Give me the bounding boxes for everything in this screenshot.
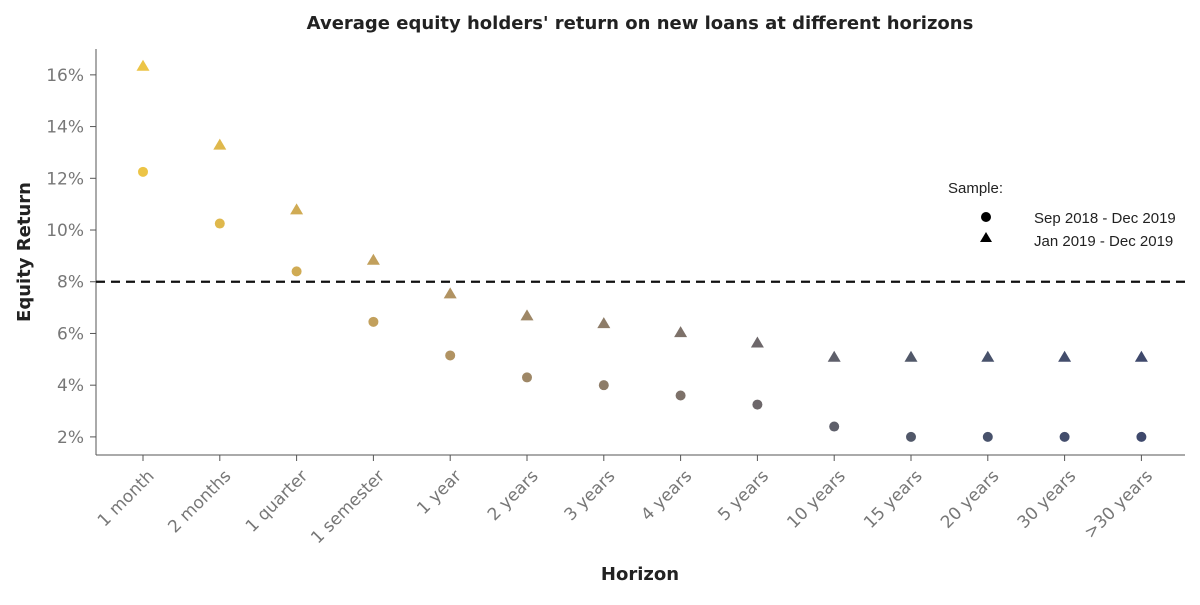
data-point-triangle	[597, 317, 611, 329]
data-point-triangle	[290, 203, 304, 215]
y-tick-label: 8%	[57, 273, 84, 293]
x-tick-label: 5 years	[714, 466, 773, 525]
y-tick-label: 2%	[57, 428, 84, 448]
x-tick-label: 3 years	[561, 466, 620, 525]
data-point-circle	[522, 372, 532, 383]
data-point-triangle	[136, 59, 150, 71]
data-point-triangle	[981, 350, 995, 362]
y-tick-label: 14%	[46, 118, 84, 138]
data-point-circle	[598, 380, 609, 391]
data-point-triangle	[750, 336, 764, 348]
data-point-triangle	[520, 309, 534, 321]
data-point-triangle	[443, 287, 457, 299]
x-tick-label: 4 years	[637, 466, 696, 525]
x-tick-label: 20 years	[937, 466, 1003, 532]
y-tick-label: 4%	[57, 376, 84, 396]
y-axis-title: Equity Return	[14, 182, 35, 322]
x-tick-label: 1 year	[413, 466, 465, 518]
x-axis-title: Horizon	[601, 564, 679, 585]
x-tick-label: 1 quarter	[242, 466, 312, 536]
data-point-circle	[675, 390, 686, 401]
legend: Sample: Sep 2018 - Dec 2019 Jan 2019 - D…	[948, 180, 1176, 250]
data-point-circle	[982, 431, 993, 442]
x-tick-label: 1 month	[94, 466, 159, 531]
legend-triangle-marker	[980, 232, 992, 242]
y-tick-label: 16%	[46, 66, 84, 86]
data-point-triangle	[366, 253, 380, 265]
y-tick-label: 12%	[46, 169, 84, 189]
data-point-circle	[368, 316, 379, 327]
legend-circle-marker	[981, 212, 991, 222]
data-point-triangle	[827, 350, 841, 362]
data-point-circle	[1136, 431, 1147, 442]
data-point-circle	[906, 431, 916, 442]
data-point-triangle	[904, 350, 918, 362]
data-point-circle	[445, 350, 456, 361]
chart-title: Average equity holders' return on new lo…	[307, 13, 974, 34]
x-tick-label: 30 years	[1014, 466, 1080, 532]
x-tick-label: 10 years	[783, 466, 849, 532]
data-point-triangle	[674, 326, 688, 338]
legend-label-series-2: Jan 2019 - Dec 2019	[1034, 233, 1173, 250]
x-tick-label: >30 years	[1081, 466, 1158, 543]
y-tick-label: 10%	[46, 221, 84, 241]
x-tick-label: 2 years	[484, 466, 543, 525]
x-tick-label: 2 months	[164, 466, 235, 537]
data-point-triangle	[213, 138, 227, 150]
y-tick-label: 6%	[57, 324, 84, 344]
data-point-triangle	[1058, 350, 1072, 362]
legend-title: Sample:	[948, 180, 1003, 197]
x-tick-label: 1 semester	[307, 466, 389, 548]
data-point-circle	[829, 421, 840, 432]
data-point-circle	[291, 266, 302, 277]
legend-label-series-1: Sep 2018 - Dec 2019	[1034, 210, 1176, 227]
data-point-triangle	[1134, 350, 1148, 362]
data-point-circle	[138, 166, 148, 177]
data-point-circle	[214, 218, 225, 229]
data-point-circle	[1059, 431, 1070, 442]
x-tick-label: 15 years	[860, 466, 926, 532]
data-point-circle	[752, 399, 763, 410]
